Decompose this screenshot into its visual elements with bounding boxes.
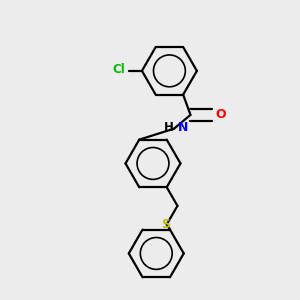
- Text: O: O: [215, 108, 226, 122]
- Text: H: H: [164, 121, 174, 134]
- Text: Cl: Cl: [113, 64, 125, 76]
- Text: N: N: [178, 121, 188, 134]
- Text: S: S: [161, 218, 170, 231]
